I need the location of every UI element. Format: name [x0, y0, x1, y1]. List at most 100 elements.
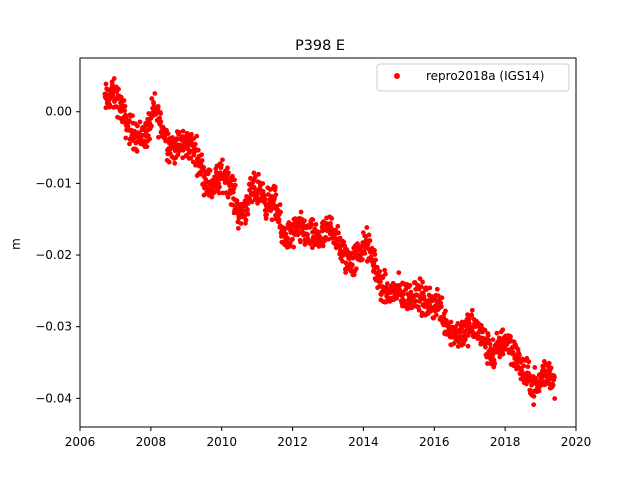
data-point — [328, 221, 333, 226]
data-point — [166, 159, 172, 165]
data-point — [433, 312, 439, 318]
data-point — [377, 268, 383, 274]
data-point — [232, 182, 238, 188]
data-point — [298, 239, 303, 245]
data-point — [272, 196, 277, 201]
data-point — [336, 230, 341, 236]
data-point — [515, 347, 521, 352]
data-point — [230, 173, 235, 179]
chart-title: P398 E — [295, 38, 345, 54]
data-point — [111, 76, 117, 81]
data-point — [367, 238, 373, 244]
data-point — [278, 209, 283, 215]
data-point — [373, 257, 378, 263]
data-point — [230, 202, 236, 208]
data-point — [320, 243, 326, 249]
data-point — [517, 352, 522, 358]
data-point — [235, 225, 241, 231]
data-point — [394, 295, 400, 301]
data-point — [251, 170, 257, 176]
data-point — [427, 285, 433, 291]
x-tick-label: 2014 — [348, 435, 379, 449]
data-point — [242, 214, 247, 219]
data-point — [238, 221, 244, 226]
data-point — [316, 244, 322, 249]
data-point — [198, 169, 204, 175]
data-point — [470, 329, 476, 335]
y-tick-label: −0.01 — [35, 176, 72, 190]
data-point — [525, 364, 531, 370]
data-point — [285, 235, 291, 241]
data-point — [417, 276, 423, 282]
data-point — [374, 265, 380, 270]
data-point — [114, 104, 120, 110]
data-point — [230, 189, 236, 195]
data-point — [209, 194, 215, 200]
y-tick-label: −0.03 — [35, 320, 72, 334]
data-point — [413, 298, 419, 304]
data-point — [372, 252, 378, 257]
data-point — [485, 361, 490, 366]
data-point — [217, 184, 222, 190]
data-point — [125, 123, 131, 129]
data-point — [225, 194, 231, 200]
data-point — [262, 197, 268, 202]
data-point — [195, 147, 201, 153]
y-axis: 0.00 −0.01 −0.02 −0.03 −0.04 — [35, 105, 80, 405]
x-tick-label: 2016 — [419, 435, 450, 449]
data-point — [172, 160, 178, 166]
data-point — [199, 158, 205, 163]
data-point — [152, 91, 158, 96]
data-point — [180, 147, 186, 153]
data-point — [487, 341, 493, 347]
plot-area — [79, 57, 577, 428]
data-point — [335, 223, 341, 229]
data-point — [482, 327, 488, 333]
x-axis: 2006 2008 2010 2012 2014 2016 2018 2020 — [65, 427, 592, 449]
data-point — [438, 304, 444, 309]
data-point — [508, 334, 513, 339]
data-point — [366, 232, 372, 238]
legend-box — [376, 63, 570, 92]
data-point — [287, 241, 293, 247]
data-point — [188, 155, 194, 161]
data-point — [158, 119, 164, 125]
legend-marker — [394, 73, 400, 79]
data-point — [378, 279, 383, 285]
data-point — [500, 351, 506, 357]
data-point — [135, 123, 140, 129]
x-tick-label: 2010 — [206, 435, 237, 449]
data-point — [273, 192, 279, 198]
data-point — [126, 118, 132, 124]
data-point — [438, 300, 444, 306]
data-point — [364, 225, 370, 230]
data-point — [118, 94, 124, 100]
legend-label: repro2018a (IGS14) — [426, 69, 544, 83]
data-point — [447, 328, 453, 334]
data-point — [272, 184, 278, 190]
data-point — [396, 270, 402, 276]
data-point — [532, 365, 538, 370]
data-point — [425, 298, 431, 304]
data-point — [305, 232, 310, 238]
data-point — [137, 119, 143, 125]
data-point — [418, 284, 424, 290]
data-point — [500, 327, 506, 333]
data-point — [469, 312, 475, 318]
data-point — [548, 365, 554, 371]
x-tick-label: 2020 — [561, 435, 592, 449]
data-point — [286, 220, 292, 225]
data-point — [130, 113, 135, 119]
data-point — [123, 114, 129, 120]
data-point — [421, 296, 427, 302]
data-point — [107, 102, 113, 108]
data-point — [207, 168, 213, 173]
data-point — [147, 136, 153, 142]
data-point — [380, 275, 386, 281]
y-tick-label: −0.02 — [35, 248, 72, 262]
data-point — [276, 217, 282, 223]
data-point — [313, 221, 319, 227]
data-point — [439, 295, 445, 301]
data-point — [141, 138, 147, 144]
data-point — [220, 157, 225, 163]
